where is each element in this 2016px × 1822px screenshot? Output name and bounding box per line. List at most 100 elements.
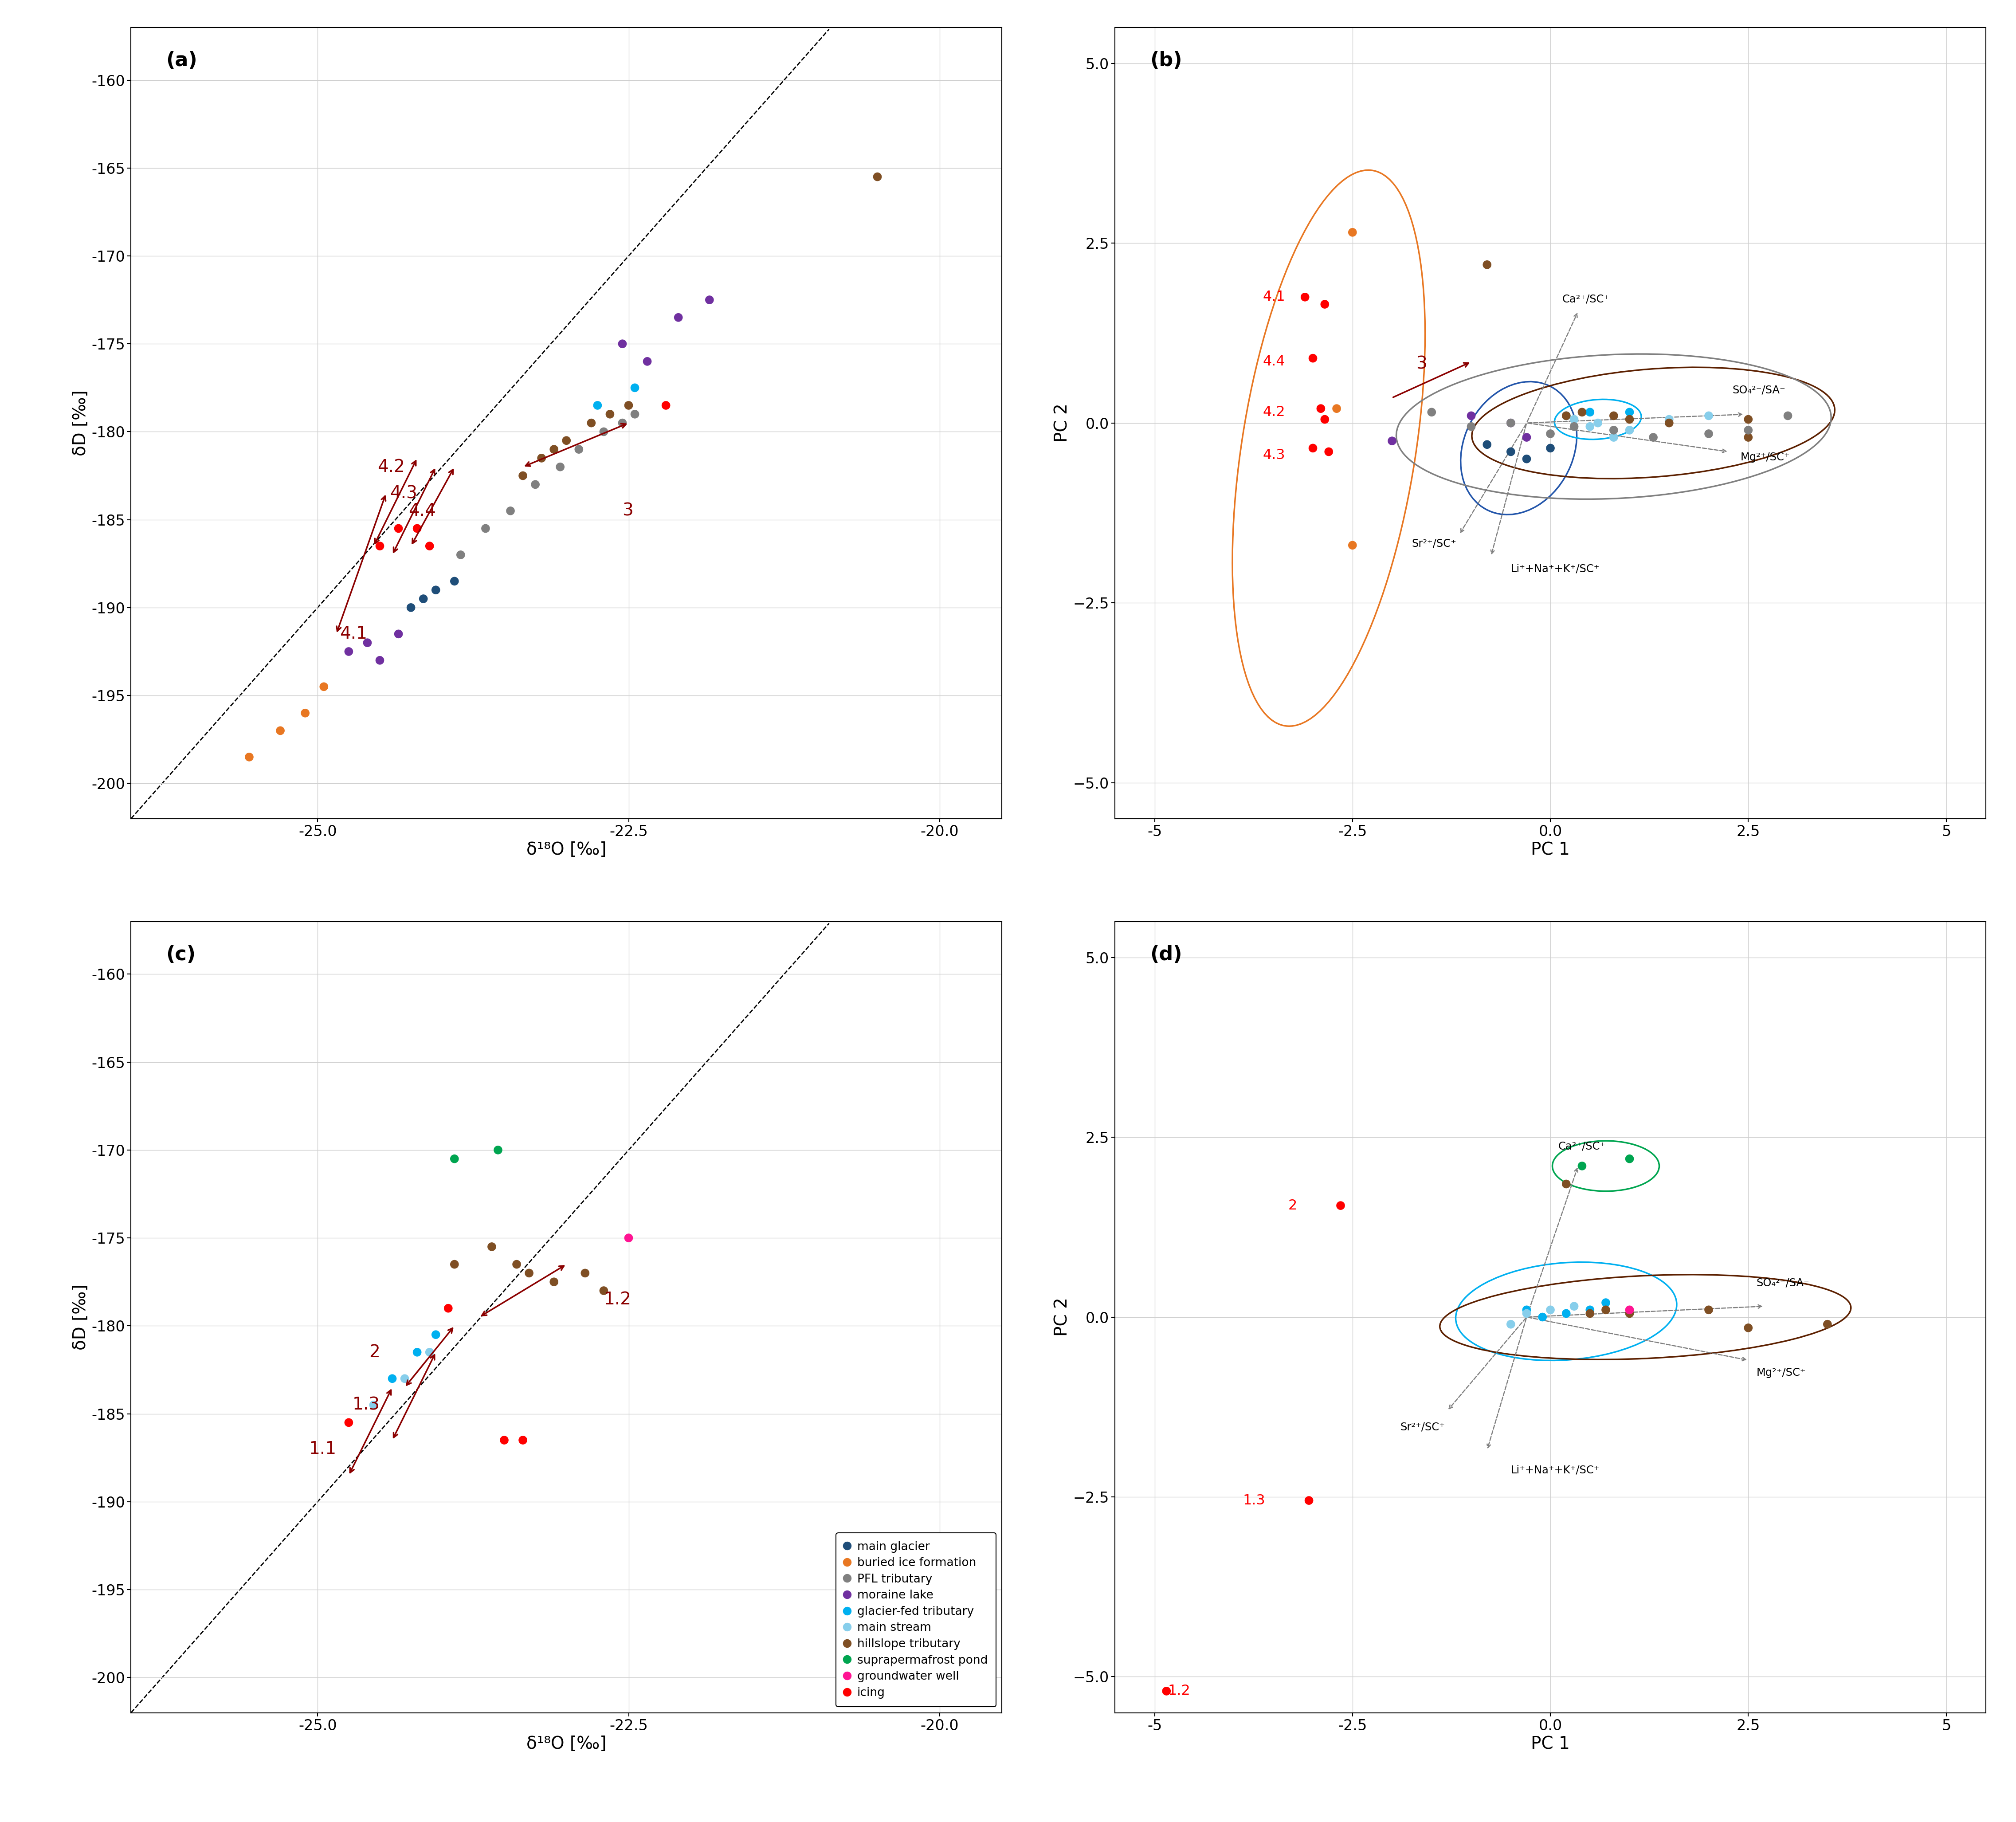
X-axis label: δ¹⁸O [‰]: δ¹⁸O [‰] <box>526 1736 607 1753</box>
Text: 3: 3 <box>1415 355 1427 372</box>
Point <box>401 514 433 543</box>
Point <box>1337 219 1369 248</box>
Text: (b): (b) <box>1149 51 1181 69</box>
Point <box>1550 401 1583 430</box>
Point <box>562 435 595 465</box>
Point <box>1456 401 1488 430</box>
Point <box>1693 401 1726 430</box>
Text: Mg²⁺/SC⁺: Mg²⁺/SC⁺ <box>1756 1368 1806 1377</box>
Text: Li⁺+Na⁺+K⁺/SC⁺: Li⁺+Na⁺+K⁺/SC⁺ <box>1510 563 1601 574</box>
X-axis label: PC 1: PC 1 <box>1530 842 1570 858</box>
Point <box>308 672 341 701</box>
Point <box>1558 412 1591 441</box>
Point <box>401 1337 433 1366</box>
Point <box>1597 401 1629 430</box>
Point <box>333 1408 365 1438</box>
Point <box>595 399 627 428</box>
Text: 4.1: 4.1 <box>341 625 367 643</box>
Point <box>1472 250 1504 279</box>
Point <box>431 1294 464 1323</box>
Text: 2: 2 <box>369 1345 379 1361</box>
Point <box>631 346 663 375</box>
Point <box>1308 404 1341 434</box>
Point <box>1337 530 1369 559</box>
Point <box>383 619 415 649</box>
Point <box>437 567 470 596</box>
Y-axis label: PC 2: PC 2 <box>1054 403 1070 443</box>
Point <box>1653 404 1685 434</box>
Text: 1.2: 1.2 <box>1167 1684 1189 1698</box>
Point <box>1653 408 1685 437</box>
Point <box>1377 426 1409 456</box>
Point <box>1151 1676 1183 1705</box>
Point <box>1693 419 1726 448</box>
Text: (c): (c) <box>165 946 196 964</box>
Y-axis label: PC 2: PC 2 <box>1054 1297 1070 1337</box>
Point <box>288 698 321 727</box>
Point <box>1415 397 1447 426</box>
Point <box>619 374 651 403</box>
Point <box>1574 1299 1607 1328</box>
Text: 1.3: 1.3 <box>353 1396 379 1414</box>
Text: (d): (d) <box>1149 946 1181 964</box>
Point <box>1732 404 1764 434</box>
Point <box>357 1390 389 1419</box>
Point <box>1613 397 1645 426</box>
X-axis label: PC 1: PC 1 <box>1530 1736 1570 1753</box>
Point <box>470 514 502 543</box>
Point <box>1308 290 1341 319</box>
Point <box>506 1425 538 1454</box>
Point <box>1558 404 1591 434</box>
Point <box>1613 415 1645 445</box>
Legend: main glacier, buried ice formation, PFL tributary, moraine lake, glacier-fed tri: main glacier, buried ice formation, PFL … <box>837 1532 996 1707</box>
Text: 4.4: 4.4 <box>1262 355 1284 368</box>
Point <box>544 452 577 481</box>
Text: 1.2: 1.2 <box>603 1292 631 1308</box>
Point <box>861 162 893 191</box>
Point <box>1591 1295 1623 1325</box>
Point <box>1693 1295 1726 1325</box>
Point <box>569 1259 601 1288</box>
Point <box>1304 394 1337 423</box>
Point <box>419 576 452 605</box>
Point <box>437 1250 470 1279</box>
Point <box>619 399 651 428</box>
Point <box>1732 1314 1764 1343</box>
Text: Ca²⁺/SC⁺: Ca²⁺/SC⁺ <box>1558 1141 1607 1152</box>
Point <box>234 742 266 771</box>
Point <box>1472 430 1504 459</box>
Point <box>1312 437 1345 466</box>
Text: 1.1: 1.1 <box>308 1441 337 1458</box>
Point <box>1510 445 1542 474</box>
Point <box>613 390 645 419</box>
Point <box>1566 1152 1599 1181</box>
Text: 4.3: 4.3 <box>389 485 417 501</box>
Point <box>437 1144 470 1173</box>
Point <box>1574 412 1607 441</box>
Y-axis label: δD [‰]: δD [‰] <box>73 390 89 456</box>
Point <box>1558 1292 1591 1321</box>
Text: SO₄²⁻/SA⁻: SO₄²⁻/SA⁻ <box>1732 384 1786 395</box>
Point <box>694 286 726 315</box>
Text: Sr²⁺/SC⁺: Sr²⁺/SC⁺ <box>1399 1421 1445 1432</box>
Point <box>1550 1299 1583 1328</box>
Point <box>363 532 395 561</box>
Point <box>575 408 607 437</box>
Text: 4.2: 4.2 <box>1262 404 1284 419</box>
Point <box>419 1321 452 1350</box>
Point <box>413 532 446 561</box>
Point <box>607 408 639 437</box>
Text: 2: 2 <box>1288 1199 1296 1212</box>
Point <box>1296 434 1329 463</box>
Text: SO₄²⁻/SA⁻: SO₄²⁻/SA⁻ <box>1756 1277 1808 1288</box>
Point <box>1494 1310 1526 1339</box>
Point <box>1510 1299 1542 1328</box>
Text: 4.1: 4.1 <box>1262 290 1284 304</box>
Text: 4.2: 4.2 <box>377 459 405 476</box>
Point <box>1583 408 1615 437</box>
Point <box>377 1365 409 1394</box>
Point <box>446 541 478 570</box>
Point <box>351 629 383 658</box>
Point <box>1320 394 1353 423</box>
Point <box>649 390 681 419</box>
